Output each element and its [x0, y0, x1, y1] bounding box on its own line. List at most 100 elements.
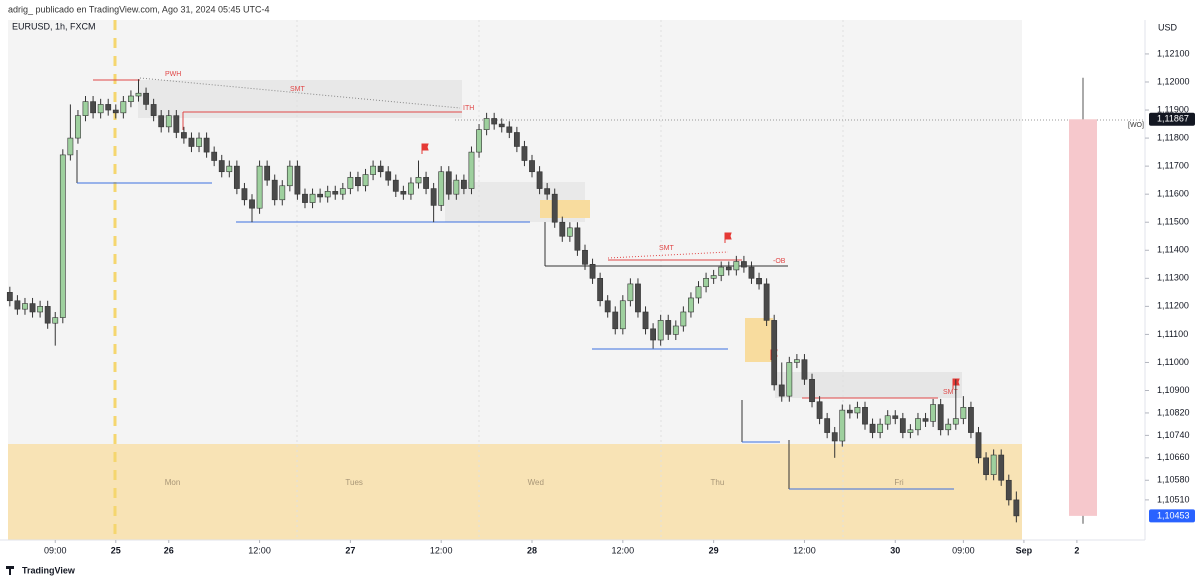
candle-body: [302, 193, 308, 203]
candle-body: [408, 182, 414, 195]
candle-body: [642, 311, 649, 330]
candle-body: [59, 154, 66, 318]
x-tick-label: 26: [164, 545, 174, 555]
candle-body: [597, 278, 604, 302]
y-tick-label: 1,11600: [1157, 189, 1189, 199]
y-tick-label: 1,11800: [1157, 132, 1189, 142]
candle-body: [438, 171, 445, 206]
candle-body: [521, 146, 528, 161]
candle-body: [128, 95, 134, 102]
annotation: [WO]: [1128, 122, 1144, 129]
candle-body: [332, 191, 339, 195]
candle-body: [415, 177, 422, 184]
candle-body: [771, 320, 778, 386]
candle-body: [491, 118, 498, 125]
candle-body: [6, 292, 13, 302]
candle-body: [559, 221, 566, 237]
demand-zone: [8, 444, 1022, 540]
candle-body: [150, 104, 157, 116]
x-tick-label: 12:00: [793, 545, 816, 555]
candle-body: [529, 160, 535, 173]
candle-body: [733, 261, 740, 271]
candle-body: [892, 415, 899, 419]
annotation: PWH: [165, 71, 181, 78]
candle-body: [44, 306, 51, 324]
candle-body: [778, 384, 785, 397]
header: adrig_ publicado en TradingView.com, Ago…: [8, 4, 270, 14]
drawings: [76, 77, 1145, 490]
y-tick-label: 1,10900: [1157, 385, 1190, 395]
candle-body: [952, 418, 959, 425]
candle-body: [657, 320, 664, 341]
candle-body: [582, 249, 588, 265]
y-tick-label: 1,11200: [1157, 301, 1189, 311]
candle-body: [453, 179, 460, 195]
candle-body: [839, 409, 846, 442]
candle-body: [975, 432, 982, 459]
price-label: 1,10453: [1157, 510, 1190, 520]
day-label: Fri: [894, 478, 904, 487]
orange-zone: [745, 318, 773, 362]
day-label: Mon: [165, 478, 181, 487]
candle-body: [884, 415, 891, 425]
candle-body: [703, 278, 709, 288]
y-tick-label: 1,11000: [1157, 357, 1189, 367]
candle-body: [877, 423, 884, 433]
candle-body: [635, 283, 641, 313]
candle-body: [665, 320, 672, 335]
candle-body: [672, 325, 679, 335]
candle-body: [968, 407, 974, 433]
candle-body: [756, 278, 762, 285]
candle-body: [97, 104, 104, 114]
candle-body: [506, 126, 513, 133]
candle-body: [22, 303, 28, 310]
candle-body: [710, 275, 717, 279]
candle-body: [831, 432, 838, 442]
y-tick-label: 1,11700: [1157, 161, 1189, 171]
candle-body: [29, 303, 36, 313]
candle-body: [899, 418, 906, 433]
candle-body: [930, 404, 937, 422]
candle-body: [362, 174, 369, 187]
candle-body: [619, 300, 626, 330]
candle-body: [256, 165, 263, 209]
candle-body: [112, 109, 119, 114]
candle-body: [945, 423, 952, 431]
candle-body: [793, 359, 800, 363]
day-label: Wed: [528, 478, 544, 487]
candle-body: [748, 266, 755, 279]
candle-body: [339, 188, 346, 195]
candle-body: [960, 407, 967, 419]
candle-body: [854, 407, 861, 414]
currency: USD: [1158, 22, 1178, 32]
candle-body: [392, 179, 399, 192]
candle-body: [180, 132, 187, 139]
day-label: Thu: [711, 478, 725, 487]
candle-body: [688, 297, 694, 313]
weekly-body: [1069, 119, 1097, 516]
x-tick-label: 09:00: [952, 545, 975, 555]
y-tick-label: 1,11900: [1157, 104, 1189, 114]
x-tick-label: 09:00: [44, 545, 67, 555]
candle-body: [400, 191, 407, 195]
y-tick-label: 1,10580: [1157, 475, 1190, 485]
candle-body: [566, 227, 573, 237]
candle-body: [695, 286, 702, 299]
x-tick-label: 30: [890, 545, 900, 555]
price-label-box: [1149, 112, 1195, 126]
candle-body: [846, 409, 853, 414]
candle-body: [461, 179, 467, 189]
candle-body: [468, 151, 475, 189]
candle-body: [37, 306, 44, 313]
candle-body: [763, 283, 770, 321]
candle-body: [574, 227, 581, 251]
candle-body: [862, 407, 868, 425]
candle-body: [430, 188, 437, 206]
candle-body: [423, 177, 429, 189]
candle-body: [498, 123, 505, 128]
candle-body: [82, 101, 89, 116]
candle-body: [203, 137, 210, 153]
candle-body: [536, 171, 543, 189]
logo-icon: [6, 566, 14, 575]
